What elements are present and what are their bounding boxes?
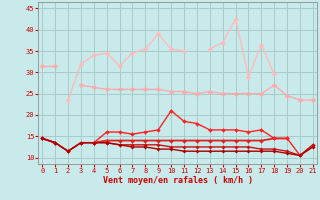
X-axis label: Vent moyen/en rafales ( km/h ): Vent moyen/en rafales ( km/h ) (103, 176, 252, 185)
